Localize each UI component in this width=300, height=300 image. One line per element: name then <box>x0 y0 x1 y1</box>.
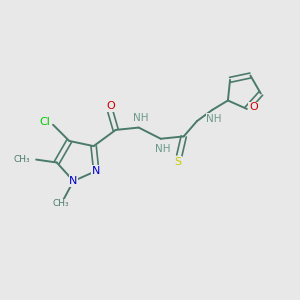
Text: CH₃: CH₃ <box>52 199 69 208</box>
Text: N: N <box>92 166 100 176</box>
Text: NH: NH <box>155 144 171 154</box>
Text: S: S <box>174 157 182 167</box>
Text: CH₃: CH₃ <box>14 155 30 164</box>
Text: NH: NH <box>206 114 222 124</box>
Text: O: O <box>249 103 258 112</box>
Text: O: O <box>106 101 115 111</box>
Text: N: N <box>69 176 78 186</box>
Text: NH: NH <box>133 113 149 123</box>
Text: Cl: Cl <box>39 117 50 127</box>
